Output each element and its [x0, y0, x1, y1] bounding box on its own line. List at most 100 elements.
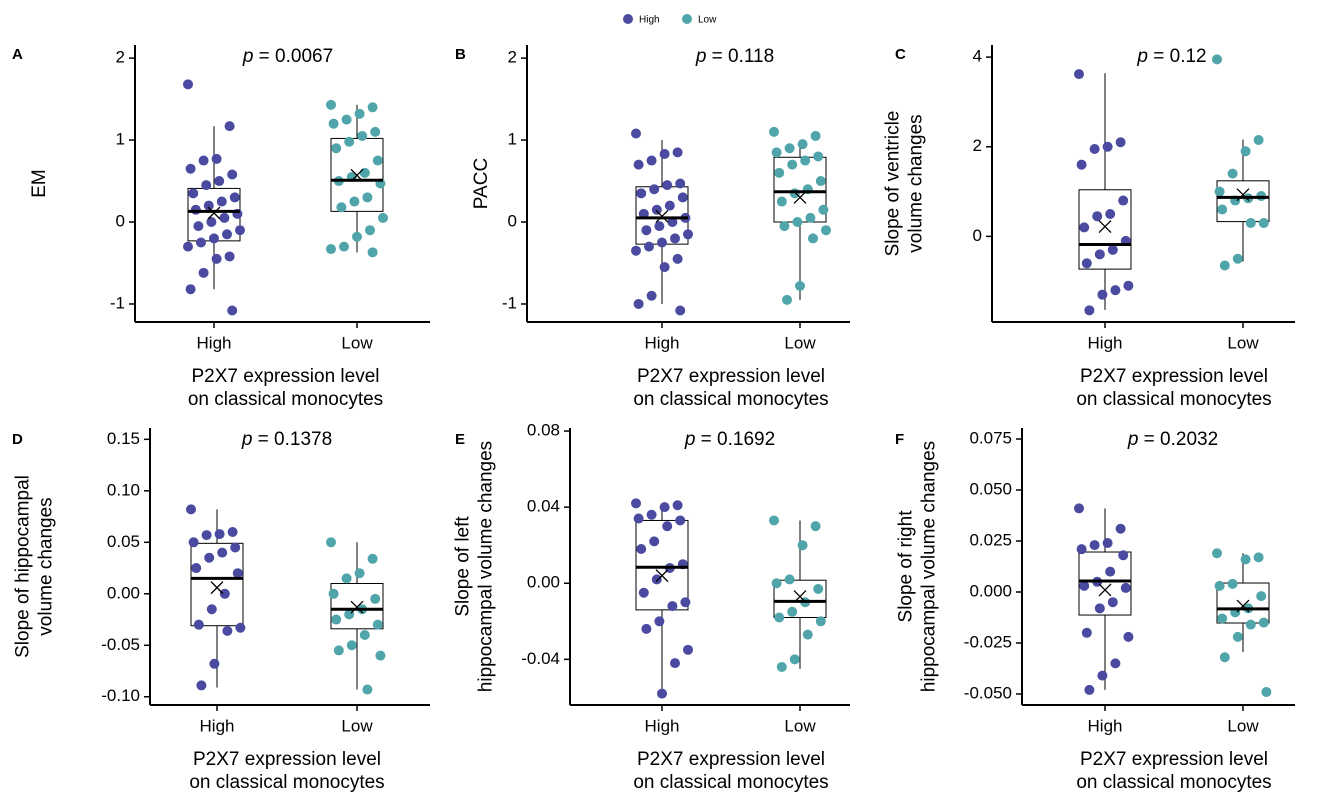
panel-label: B — [455, 46, 466, 63]
annotation-symbol: p — [695, 46, 707, 67]
panel-label: A — [12, 46, 23, 63]
data-point — [375, 650, 386, 661]
mean-marker — [655, 209, 669, 223]
data-point — [365, 225, 375, 236]
y-axis-label: EM — [29, 169, 50, 198]
data-point — [370, 126, 381, 137]
data-point — [1232, 631, 1243, 642]
data-point — [190, 204, 201, 215]
data-point — [646, 155, 657, 166]
data-point — [1123, 280, 1134, 291]
data-point — [651, 204, 662, 215]
data-point — [1240, 554, 1251, 565]
data-point — [1118, 195, 1129, 206]
data-point — [776, 196, 787, 207]
data-point — [1097, 670, 1108, 681]
data-point — [1219, 652, 1230, 663]
data-point — [646, 290, 657, 301]
data-point — [336, 202, 347, 213]
x-tick-label: High — [200, 716, 235, 735]
data-point — [769, 126, 779, 137]
y-axis-label: hippocampal volume changes — [919, 441, 940, 692]
data-point — [1214, 580, 1225, 591]
annotation: p = 0.118 — [695, 46, 774, 67]
data-point — [813, 151, 824, 162]
data-point — [222, 229, 232, 240]
annotation-symbol: p — [1127, 429, 1139, 450]
x-tick-label: High — [1088, 333, 1123, 352]
annotation: p = 0.1378 — [241, 429, 332, 450]
data-point — [219, 212, 230, 223]
data-point — [641, 225, 652, 236]
data-point — [326, 537, 336, 548]
annotation-value: = 0.12 — [1153, 46, 1206, 67]
data-point — [196, 237, 206, 248]
data-point — [224, 121, 235, 132]
data-point — [1084, 684, 1095, 695]
x-tick-label: High — [645, 333, 680, 352]
data-point — [771, 147, 782, 158]
y-tick-label: 0.075 — [969, 428, 1012, 447]
data-point — [1120, 582, 1131, 593]
data-point — [797, 540, 808, 551]
x-axis-label: P2X7 expression level — [193, 749, 381, 770]
y-axis-label: Slope of hippocampal — [13, 475, 34, 658]
data-point — [779, 221, 790, 232]
data-point — [372, 155, 383, 166]
data-point — [1107, 597, 1118, 608]
x-axis-label: P2X7 expression level — [1080, 366, 1268, 387]
data-point — [1110, 658, 1121, 669]
data-point — [333, 645, 344, 656]
data-point — [789, 188, 800, 199]
data-point — [646, 509, 657, 520]
data-point — [1105, 566, 1116, 577]
box — [1078, 551, 1132, 616]
y-tick-label: 0.00 — [107, 583, 140, 602]
x-axis-label: on classical monocytes — [1076, 772, 1271, 793]
data-point — [651, 574, 662, 585]
data-point — [211, 253, 222, 264]
data-point — [815, 176, 826, 187]
annotation-value: = 0.1692 — [701, 429, 776, 450]
data-point — [1081, 258, 1092, 269]
x-tick-label: Low — [784, 716, 816, 735]
data-point — [667, 217, 678, 228]
data-point — [185, 284, 196, 295]
data-point — [662, 180, 673, 191]
box — [1216, 582, 1270, 624]
data-point — [326, 99, 336, 110]
data-point — [792, 217, 803, 228]
data-point — [227, 305, 238, 316]
data-point — [784, 143, 795, 154]
annotation-symbol: p — [1136, 46, 1148, 67]
data-point — [230, 542, 241, 553]
y-tick-label: 2 — [508, 48, 517, 67]
legend-marker — [682, 14, 692, 24]
data-point — [774, 167, 785, 178]
data-point — [227, 527, 238, 538]
data-point — [1212, 54, 1222, 65]
data-point — [1076, 544, 1087, 555]
data-point — [815, 616, 826, 627]
y-tick-label: 0.00 — [527, 573, 560, 592]
y-axis-label: Slope of left — [453, 516, 474, 617]
data-point — [659, 262, 670, 273]
data-point — [331, 143, 342, 154]
data-point — [198, 155, 209, 166]
data-point — [1115, 137, 1126, 148]
box — [190, 542, 244, 627]
data-point — [664, 200, 675, 211]
data-point — [367, 553, 378, 564]
data-point — [631, 498, 641, 509]
y-tick-label: 1 — [508, 130, 517, 149]
data-point — [341, 114, 352, 125]
data-point — [352, 231, 362, 242]
y-tick-label: 2 — [116, 48, 125, 67]
data-point — [235, 622, 246, 633]
data-point — [636, 188, 647, 199]
data-point — [198, 267, 209, 278]
data-point — [328, 118, 339, 129]
y-tick-label: 1 — [116, 130, 125, 149]
data-point — [805, 212, 816, 223]
panel-label: C — [895, 46, 906, 63]
